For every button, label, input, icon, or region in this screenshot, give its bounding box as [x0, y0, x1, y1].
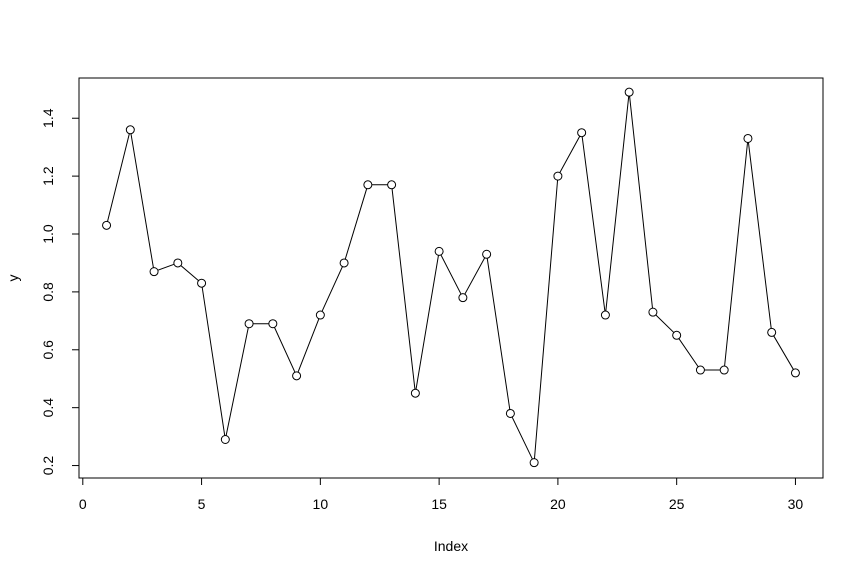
- x-axis-label: Index: [434, 538, 468, 554]
- data-point: [197, 278, 207, 288]
- data-point: [505, 408, 515, 418]
- series-line: [106, 92, 796, 465]
- x-tick-label: 20: [550, 496, 566, 512]
- data-point: [387, 180, 397, 190]
- data-point: [434, 246, 444, 256]
- data-point: [339, 258, 349, 268]
- data-point: [553, 171, 563, 181]
- x-tick-label: 0: [79, 496, 87, 512]
- y-axis-label: y: [5, 275, 21, 282]
- x-tick-label: 25: [669, 496, 685, 512]
- x-tick-label: 10: [313, 496, 329, 512]
- y-tick-label: 1.0: [40, 224, 56, 244]
- y-tick-label: 0.6: [40, 340, 56, 360]
- y-tick-label: 0.8: [40, 282, 56, 302]
- data-point: [482, 249, 492, 259]
- data-point: [648, 307, 658, 317]
- y-tick-label: 0.4: [40, 398, 56, 418]
- data-point: [790, 368, 800, 378]
- data-point: [363, 180, 373, 190]
- data-point: [719, 365, 729, 375]
- data-point: [624, 87, 634, 97]
- x-tick-label: 30: [788, 496, 804, 512]
- data-point: [292, 371, 302, 381]
- data-point: [529, 458, 539, 468]
- data-point: [173, 258, 183, 268]
- x-tick-label: 5: [198, 496, 206, 512]
- x-tick-label: 15: [431, 496, 447, 512]
- data-point: [458, 293, 468, 303]
- data-point: [125, 125, 135, 135]
- y-tick-label: 0.2: [40, 456, 56, 476]
- data-point: [315, 310, 325, 320]
- data-point: [577, 128, 587, 138]
- y-tick-label: 1.4: [40, 108, 56, 128]
- data-point: [767, 327, 777, 337]
- data-point: [220, 435, 230, 445]
- data-point: [695, 365, 705, 375]
- data-point: [600, 310, 610, 320]
- data-point: [672, 330, 682, 340]
- data-point: [410, 388, 420, 398]
- data-point: [244, 319, 254, 329]
- data-point: [149, 267, 159, 277]
- data-point: [743, 133, 753, 143]
- plot-frame: [78, 77, 824, 479]
- data-point: [102, 220, 112, 230]
- y-tick-label: 1.2: [40, 166, 56, 186]
- data-point: [268, 319, 278, 329]
